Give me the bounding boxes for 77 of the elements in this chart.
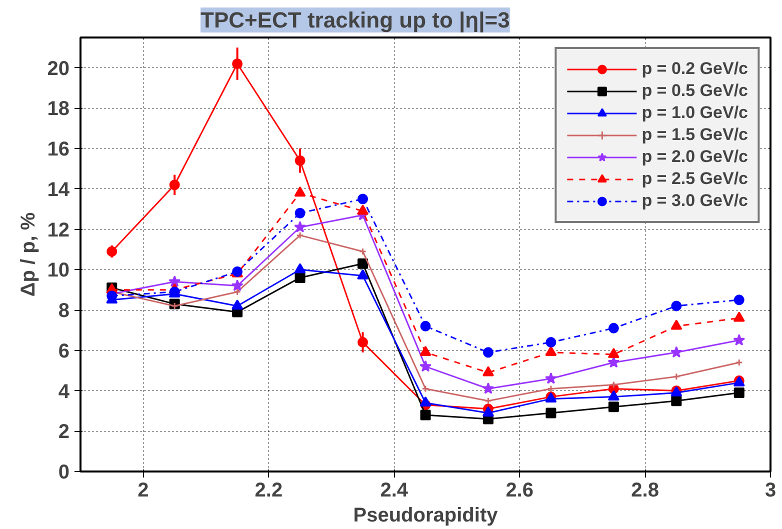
point: [608, 322, 619, 334]
x-tick-label: 2.2: [254, 480, 283, 502]
legend-label: p = 2.5 GeV/c: [642, 169, 748, 189]
y-tick-label: 4: [58, 380, 70, 403]
x-tick-label: 2.6: [506, 480, 534, 502]
point: [294, 263, 306, 274]
point: [422, 384, 430, 392]
point: [420, 346, 432, 356]
y-axis-title: Δp / p, %: [17, 212, 40, 297]
point: [610, 380, 618, 388]
y-tick-label: 2: [58, 421, 70, 444]
point: [420, 320, 431, 332]
point: [670, 346, 682, 358]
y-tick-label: 16: [47, 138, 70, 161]
x-axis-title: Pseudorapidity: [353, 504, 499, 526]
legend-label: p = 0.5 GeV/c: [642, 81, 748, 101]
legend-label: p = 0.2 GeV/c: [642, 59, 748, 79]
point: [547, 384, 555, 392]
point: [232, 299, 244, 310]
point: [482, 406, 494, 417]
point: [294, 208, 306, 218]
point: [734, 388, 744, 398]
point: [294, 155, 306, 166]
point: [420, 396, 432, 407]
x-tick-label: 2: [138, 480, 149, 502]
point: [169, 180, 180, 190]
point: [357, 204, 369, 215]
point: [106, 246, 118, 257]
y-tick-label: 12: [47, 219, 70, 242]
y-tick-label: 20: [47, 58, 70, 80]
y-tick-label: 18: [47, 98, 70, 120]
point: [482, 382, 494, 394]
y-tick-label: 8: [58, 300, 70, 322]
legend-label: p = 1.5 GeV/c: [642, 125, 748, 145]
legend-label: p = 1.0 GeV/c: [642, 103, 748, 123]
point: [482, 366, 494, 376]
x-tick-label: 2.4: [380, 480, 409, 502]
point: [546, 337, 556, 348]
point: [359, 248, 367, 256]
point: [294, 272, 306, 283]
point: [170, 302, 178, 310]
point: [608, 390, 620, 400]
point: [544, 372, 557, 384]
point: [734, 294, 744, 306]
point: [484, 397, 492, 405]
legend-label: p = 3.0 GeV/c: [642, 191, 748, 211]
point: [294, 186, 306, 197]
point: [733, 312, 745, 322]
y-tick-label: 0: [58, 462, 70, 484]
point: [294, 221, 306, 232]
x-tick-label: 3: [764, 480, 776, 502]
point: [733, 334, 746, 346]
point: [546, 408, 556, 418]
point: [670, 320, 682, 330]
point: [671, 396, 682, 406]
point: [420, 410, 431, 420]
point: [357, 269, 369, 280]
chart-title: TPC+ECT tracking up to |η|=3: [200, 8, 510, 32]
point: [232, 58, 243, 69]
point: [482, 347, 494, 358]
point: [420, 360, 432, 372]
point: [358, 194, 368, 204]
point: [671, 300, 682, 312]
point: [358, 258, 368, 269]
point: [608, 348, 620, 358]
legend-label: p = 2.0 GeV/c: [642, 147, 748, 167]
point: [608, 402, 619, 412]
point: [358, 337, 368, 348]
y-tick-label: 14: [47, 178, 70, 201]
point: [672, 372, 680, 380]
point: [545, 346, 557, 356]
y-tick-label: 6: [58, 340, 70, 362]
y-tick-label: 10: [47, 260, 70, 282]
point: [296, 232, 304, 240]
point: [231, 280, 244, 291]
point: [234, 288, 242, 296]
x-tick-label: 2.8: [631, 480, 659, 502]
